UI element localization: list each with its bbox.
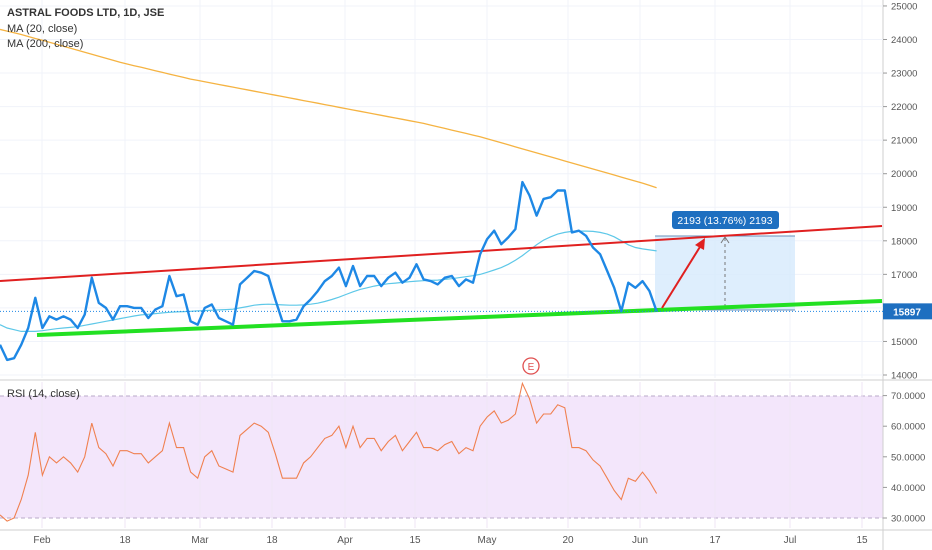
x-tick-label: May bbox=[478, 535, 497, 546]
y-tick-label: 21000 bbox=[891, 136, 917, 147]
ma20-line bbox=[0, 230, 657, 332]
ma200-line bbox=[0, 28, 657, 189]
measure-badge-text: 2193 (13.76%) 2193 bbox=[677, 215, 772, 227]
symbol-legend[interactable]: ASTRAL FOODS LTD, 1D, JSE bbox=[7, 7, 164, 19]
x-tick-label: 17 bbox=[709, 535, 721, 546]
projection-arrow bbox=[661, 241, 704, 309]
x-tick-label: 20 bbox=[562, 535, 574, 546]
y-tick-label: 18000 bbox=[891, 236, 917, 247]
ma20-legend[interactable]: MA (20, close) bbox=[7, 23, 78, 35]
y-tick-label: 19000 bbox=[891, 203, 917, 214]
x-tick-label: 18 bbox=[119, 535, 131, 546]
rsi-band bbox=[0, 396, 883, 518]
support-trendline bbox=[36, 299, 883, 337]
earnings-icon bbox=[522, 357, 540, 375]
projection-arrowhead bbox=[695, 238, 705, 250]
rsi-legend[interactable]: RSI (14, close) bbox=[7, 388, 80, 400]
measure-badge bbox=[672, 211, 779, 229]
x-tick-label: Apr bbox=[337, 535, 353, 546]
y-tick-label: 24000 bbox=[891, 35, 917, 46]
y-tick-label: 15000 bbox=[891, 337, 917, 348]
rsi-y-tick-label: 50.0000 bbox=[891, 452, 925, 463]
y-tick-label: 14000 bbox=[891, 371, 917, 382]
rsi-line bbox=[0, 381, 658, 522]
rsi-y-tick-label: 40.0000 bbox=[891, 483, 925, 494]
last-price-badge bbox=[883, 303, 932, 320]
rsi-y-tick-label: 70.0000 bbox=[891, 391, 925, 402]
y-tick-label: 20000 bbox=[891, 169, 917, 180]
measure-box bbox=[655, 236, 795, 310]
x-tick-label: Feb bbox=[33, 535, 51, 546]
resistance-trendline bbox=[0, 225, 883, 282]
last-price-text: 15897 bbox=[893, 307, 921, 318]
rsi-y-tick-label: 30.0000 bbox=[891, 514, 925, 525]
x-tick-label: Jun bbox=[632, 535, 648, 546]
measure-arrowhead bbox=[720, 236, 730, 244]
x-tick-label: Jul bbox=[784, 535, 797, 546]
ma200-legend[interactable]: MA (200, close) bbox=[7, 38, 84, 50]
y-tick-label: 22000 bbox=[891, 102, 917, 113]
y-tick-label: 17000 bbox=[891, 270, 917, 281]
x-tick-label: 15 bbox=[856, 535, 868, 546]
y-tick-label: 25000 bbox=[891, 1, 917, 12]
y-tick-label: 23000 bbox=[891, 69, 917, 80]
rsi-y-tick-label: 60.0000 bbox=[891, 422, 925, 433]
x-tick-label: 15 bbox=[409, 535, 421, 546]
price-line bbox=[0, 180, 658, 362]
earnings-icon-label: E bbox=[528, 362, 535, 373]
x-tick-label: Mar bbox=[191, 535, 209, 546]
symbol-title: ASTRAL FOODS LTD, 1D, JSE bbox=[7, 7, 165, 19]
x-tick-label: 18 bbox=[266, 535, 278, 546]
